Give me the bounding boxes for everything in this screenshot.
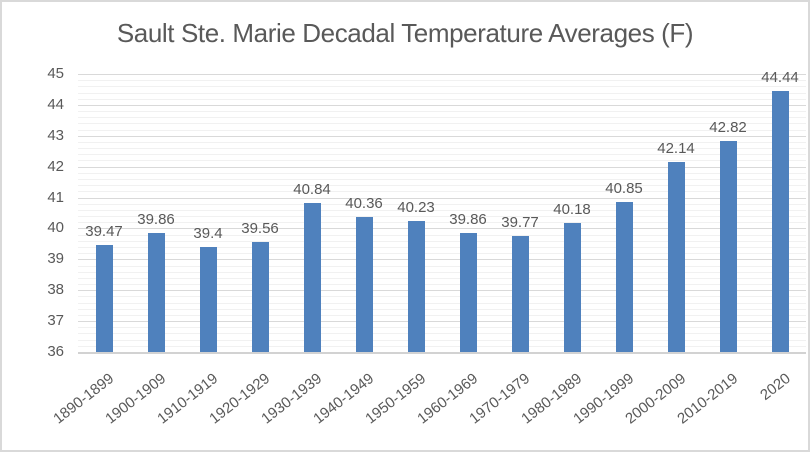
minor-gridline [78,92,806,94]
y-tick-label: 38 [47,281,64,299]
minor-gridline [78,111,806,113]
minor-gridline [78,160,806,162]
minor-gridline [78,123,806,125]
bar-1930-1939[interactable] [303,202,321,352]
bar-1950-1959[interactable] [407,221,425,352]
minor-gridline [78,185,806,187]
minor-gridline [78,240,806,242]
bar-1990-1999[interactable] [615,202,633,352]
minor-gridline [78,327,806,329]
major-gridline [78,321,806,323]
minor-gridline [78,284,806,286]
bar-1970-1979[interactable] [511,235,529,352]
minor-gridline [78,265,806,267]
y-tick-label: 43 [47,126,64,144]
major-gridline [78,197,806,199]
minor-gridline [78,296,806,298]
minor-gridline [78,98,806,100]
bar-1960-1969[interactable] [459,232,477,352]
minor-gridline [78,314,806,316]
major-gridline [78,104,806,106]
y-tick-label: 44 [47,95,64,113]
bar-2000-2009[interactable] [667,162,685,352]
bar-value-label: 42.14 [657,140,695,158]
y-tick-label: 45 [47,65,64,82]
minor-gridline [78,216,806,218]
bar-value-label: 39.56 [241,220,279,238]
bar-1910-1919[interactable] [199,246,217,352]
bar-value-label: 39.86 [449,210,487,228]
bar-value-label: 40.84 [293,180,331,198]
x-tick-label: 2020 [756,370,794,404]
minor-gridline [78,253,806,255]
bar-value-label: 42.82 [709,119,747,137]
bar-value-label: 44.44 [761,69,799,87]
minor-gridline [78,80,806,82]
bar-1940-1949[interactable] [355,217,373,352]
minor-gridline [78,209,806,211]
bar-value-label: 40.18 [553,200,591,218]
bar-value-label: 39.4 [193,224,223,242]
major-gridline [78,74,806,75]
bar-2020[interactable] [771,91,789,352]
bar-value-label: 40.23 [397,199,435,217]
y-tick-label: 36 [47,343,64,360]
y-tick-label: 41 [47,188,64,206]
minor-gridline [78,333,806,335]
minor-gridline [78,308,806,310]
minor-gridline [78,302,806,304]
bar-1980-1989[interactable] [563,222,581,352]
y-tick-label: 37 [47,312,64,330]
minor-gridline [78,129,806,131]
chart-title: Sault Ste. Marie Decadal Temperature Ave… [116,18,694,48]
plot-area: 39.47 39.86 39.4 39.56 40.84 40.36 40.23 39.86 3… [78,69,806,354]
minor-gridline [78,234,806,236]
minor-gridline [78,117,806,119]
major-gridline [78,166,806,168]
y-axis: 36 37 38 39 40 41 42 43 44 45 [2,65,64,360]
bar-value-label: 39.77 [501,213,539,231]
major-gridline [78,259,806,261]
minor-gridline [78,345,806,347]
bar-value-label: 40.85 [605,180,643,198]
minor-gridline [78,141,806,143]
minor-gridline [78,339,806,341]
major-gridline [78,228,806,230]
bar-value-label: 39.47 [85,222,123,240]
y-tick-label: 42 [47,157,64,175]
x-axis: 1890-1899 1900-1909 1910-1919 1920-1929 1930… [50,354,806,450]
y-tick-label: 40 [47,219,64,237]
minor-gridline [78,172,806,174]
bar-2010-2019[interactable] [719,141,737,352]
bar-1900-1909[interactable] [147,232,165,352]
minor-gridline [78,271,806,273]
bar-value-label: 40.36 [345,195,383,213]
bar-1890-1899[interactable] [95,244,113,352]
y-tick-label: 39 [47,250,64,268]
major-gridline [78,135,806,137]
minor-gridline [78,222,806,224]
minor-gridline [78,86,806,88]
minor-gridline [78,148,806,150]
bar-1920-1929[interactable] [251,242,269,352]
minor-gridline [78,179,806,181]
major-gridline [78,290,806,292]
minor-gridline [78,154,806,156]
minor-gridline [78,246,806,248]
minor-gridline [78,191,806,193]
bar-value-label: 39.86 [137,210,175,228]
minor-gridline [78,203,806,205]
minor-gridline [78,277,806,279]
